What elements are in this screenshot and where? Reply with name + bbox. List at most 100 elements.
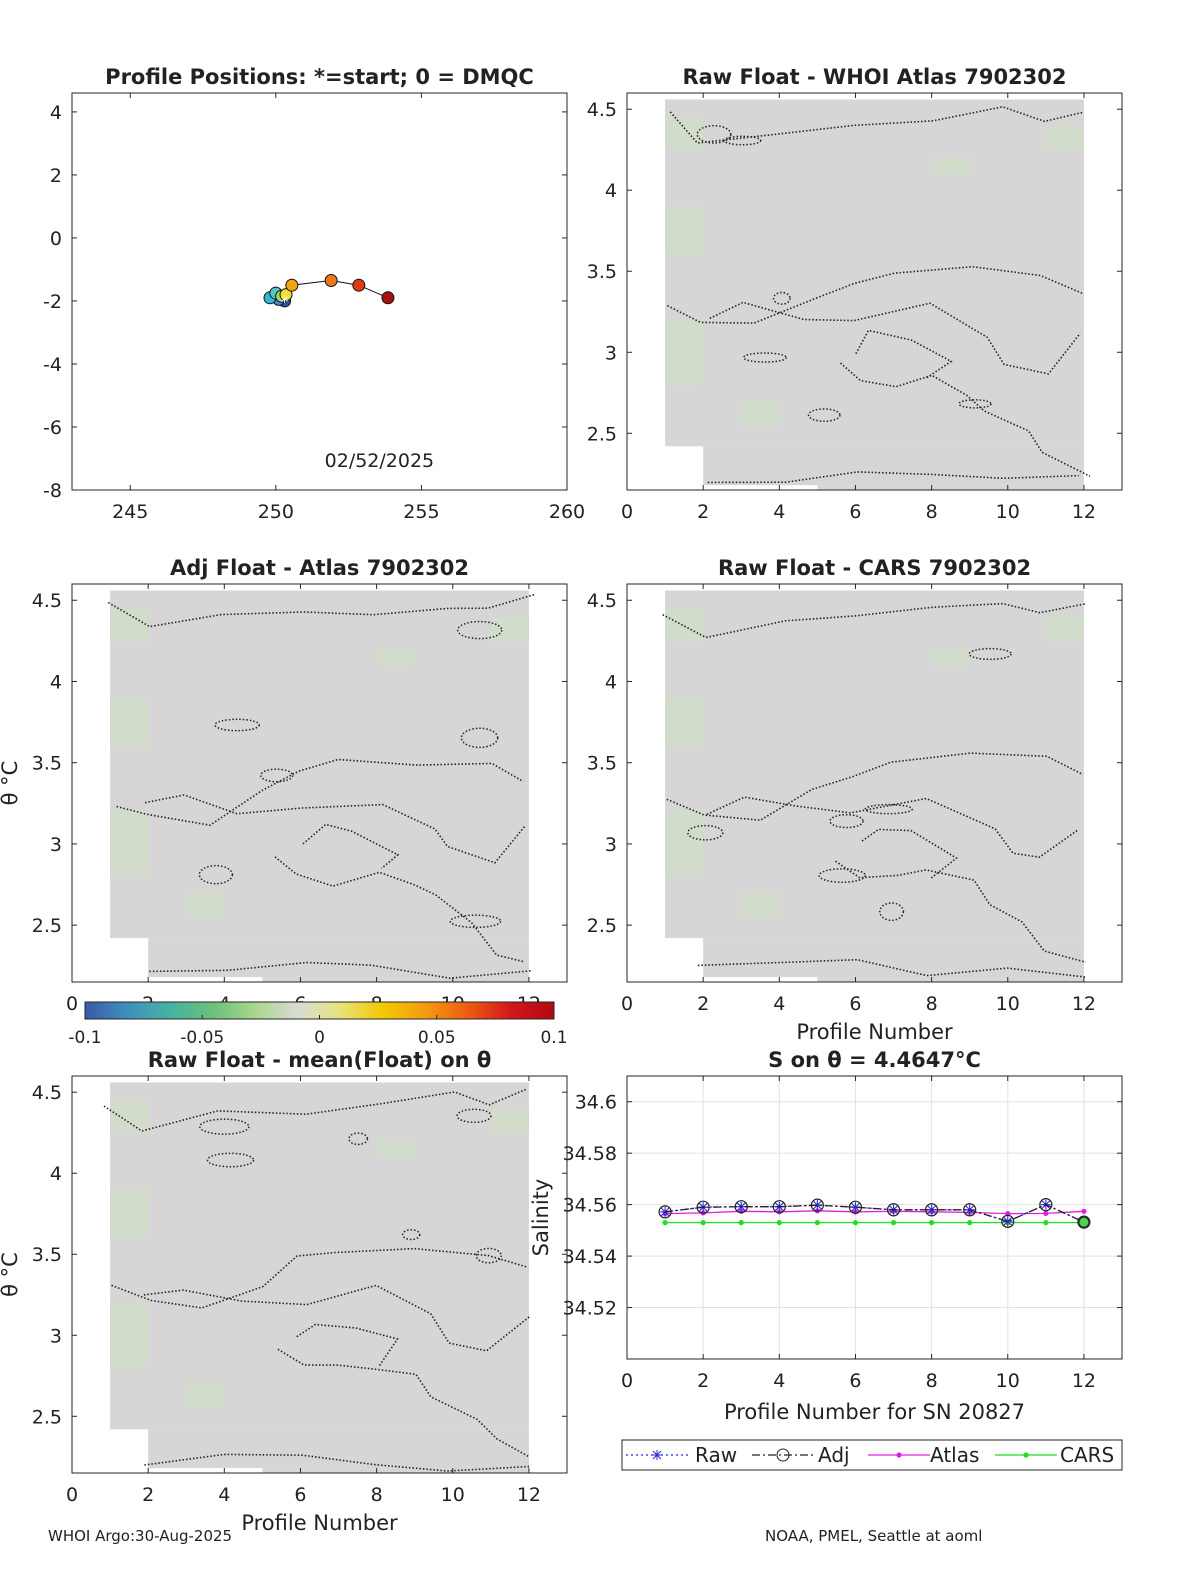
positions-axes — [71, 92, 568, 491]
profile-position-marker — [324, 273, 338, 287]
raw-cars-title: Raw Float - CARS 7902302 — [718, 556, 1031, 580]
adj-atlas-axes — [71, 583, 568, 983]
raw-mean-field-patch — [490, 1108, 529, 1133]
raw-cars-field-fill — [665, 590, 1084, 939]
salinity-point-adj — [1077, 1215, 1091, 1229]
positions-ytick-label: -8 — [43, 480, 62, 502]
raw-cars-field-fill — [703, 938, 1084, 978]
adj-atlas-ytick-label: 3.5 — [32, 753, 62, 775]
raw-mean-field-patch — [110, 1302, 149, 1368]
positions-xtick-label: 260 — [549, 501, 585, 523]
raw-mean-contour-loop — [198, 1118, 250, 1135]
raw-whoi-ytick-label: 4.5 — [587, 99, 617, 121]
raw-mean-contour-line — [103, 1088, 527, 1132]
raw-mean-field-fill — [148, 1429, 529, 1469]
legend-label-adj: Adj — [818, 1443, 850, 1467]
salinity-point-adj — [848, 1200, 863, 1214]
salinity-xtick-label: 6 — [849, 1370, 861, 1392]
salinity-xtick-label: 12 — [1072, 1370, 1096, 1392]
salinity-point-adj — [810, 1198, 824, 1212]
raw-cars-ytick-label: 4.5 — [587, 590, 617, 612]
salinity-point-cars — [967, 1220, 973, 1226]
raw-mean-ytick-label: 4 — [50, 1163, 62, 1185]
raw-mean-field-fill — [262, 1468, 529, 1473]
adj-atlas-field-patch — [110, 608, 149, 641]
raw-whoi-ytick-label: 3 — [605, 342, 617, 364]
positions-title: Profile Positions: *=start; 0 = DMQC — [105, 65, 534, 89]
raw-cars-ytick-label: 3.5 — [587, 753, 617, 775]
raw-cars-field — [665, 590, 1084, 982]
raw-mean-field-patch — [110, 1100, 149, 1133]
adj-atlas-field-fill — [262, 977, 529, 982]
raw-mean-ylabel: θ °C — [0, 1252, 22, 1297]
raw-whoi-contour-loop — [742, 352, 788, 363]
salinity-point-raw — [850, 1202, 861, 1213]
raw-whoi-contour-loop — [772, 291, 791, 305]
raw-cars-ytick-label: 3 — [605, 834, 617, 856]
raw-whoi-contour-line — [709, 301, 1081, 375]
adj-atlas-field-patch — [110, 811, 149, 877]
salinity-ytick-label: 34.54 — [563, 1246, 617, 1268]
raw-mean-contour-loop — [401, 1228, 421, 1241]
adj-atlas-ytick-label: 4 — [50, 671, 62, 693]
profile-position-marker — [279, 288, 293, 302]
raw-cars-xtick-label: 0 — [621, 993, 633, 1015]
raw-mean-xtick-label: 8 — [371, 1484, 383, 1506]
raw-whoi-field-fill — [665, 99, 1084, 447]
positions-xtick-label: 255 — [403, 501, 439, 523]
footer-right: NOAA, PMEL, Seattle at aoml — [765, 1527, 983, 1545]
raw-mean-ytick-label: 2.5 — [32, 1406, 62, 1428]
positions-xtick-label: 245 — [112, 501, 148, 523]
profile-position-marker — [381, 291, 395, 305]
colorbar-tick-label: 0 — [314, 1028, 325, 1048]
adj-atlas-field-patch — [110, 697, 149, 747]
legend-marker-cars — [1023, 1452, 1029, 1458]
colorbar-tick-label: 0.1 — [540, 1028, 567, 1048]
raw-whoi-ytick-label: 3.5 — [587, 261, 617, 283]
raw-whoi-axes — [626, 92, 1123, 491]
raw-whoi-xtick-label: 0 — [621, 501, 633, 523]
salinity-xtick-label: 4 — [773, 1370, 785, 1392]
salinity-point-adj — [696, 1200, 710, 1214]
salinity-point-raw — [812, 1200, 823, 1211]
raw-mean-xtick-label: 0 — [66, 1484, 78, 1506]
positions-date-annotation: 02/52/2025 — [325, 450, 435, 472]
adj-atlas-contour-line — [116, 758, 524, 827]
adj-atlas-title: Adj Float - Atlas 7902302 — [170, 556, 469, 580]
raw-mean-field-patch — [110, 1189, 149, 1239]
raw-whoi-contour-loop — [723, 135, 762, 146]
salinity-series-atlas-line — [665, 1210, 1084, 1215]
raw-whoi-field-patch — [665, 319, 704, 385]
salinity-point-adj — [772, 1200, 786, 1214]
salinity-point-raw — [660, 1206, 671, 1217]
raw-cars-contour-line — [666, 752, 1084, 822]
raw-cars-contour-loop — [864, 803, 913, 815]
raw-mean-field-patch — [186, 1383, 225, 1409]
raw-mean-contour-loop — [206, 1152, 255, 1168]
raw-whoi-contour-line — [669, 105, 1085, 144]
salinity-point-cars — [890, 1220, 897, 1226]
salinity-point-adj — [1001, 1214, 1015, 1228]
salinity-ytick-label: 34.52 — [563, 1298, 617, 1320]
raw-mean-title: Raw Float - mean(Float) on θ — [148, 1048, 492, 1072]
positions-ytick-label: -2 — [43, 291, 62, 313]
positions-ytick-label: 4 — [50, 102, 62, 124]
adj-atlas-ylabel: θ °C — [0, 761, 22, 806]
adj-atlas-field — [110, 590, 529, 982]
salinity-xtick-label: 2 — [697, 1370, 709, 1392]
raw-cars-contour-loop — [818, 868, 867, 884]
salinity-point-cars — [738, 1220, 744, 1226]
raw-whoi-field-fill — [817, 485, 1084, 490]
raw-whoi-contour-line — [707, 471, 1079, 484]
raw-whoi-contour-line — [855, 329, 953, 379]
raw-mean-ytick-label: 4.5 — [32, 1082, 62, 1104]
salinity-point-cars — [814, 1220, 820, 1226]
salinity-point-adj — [925, 1203, 939, 1217]
raw-cars-field-patch — [931, 648, 970, 666]
raw-whoi-xtick-label: 4 — [773, 501, 785, 523]
adj-atlas-field-fill — [148, 938, 529, 978]
raw-mean-contour-line — [144, 1453, 530, 1472]
adj-atlas-field-patch — [186, 892, 225, 918]
salinity-last-point-highlight — [1078, 1216, 1090, 1228]
raw-cars-contour-line — [835, 860, 1087, 963]
